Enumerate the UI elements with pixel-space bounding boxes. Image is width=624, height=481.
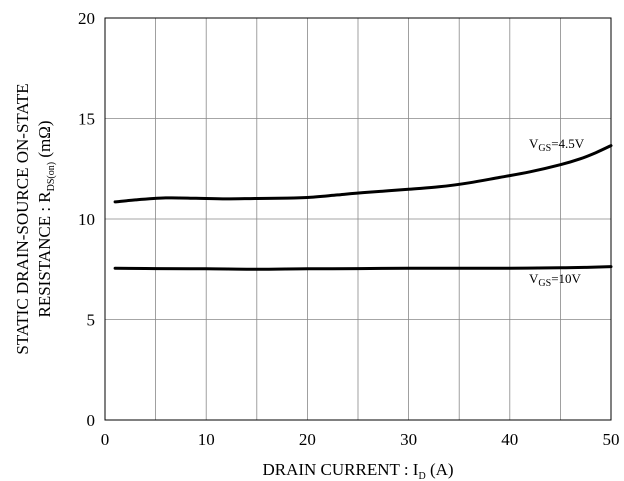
x-tick-label: 10	[198, 430, 215, 449]
series-label-vgs-4-5v: VGS=4.5V	[529, 136, 585, 154]
y-tick-label: 10	[78, 210, 95, 229]
y-axis-title-2: RESISTANCE : RDS(on) (mΩ)	[35, 120, 57, 317]
x-tick-label: 50	[603, 430, 620, 449]
y-tick-label: 15	[78, 110, 95, 129]
plot-area-frame	[104, 17, 612, 421]
y-axis-title-line2: RESISTANCE : RDS(on) (mΩ)	[35, 120, 57, 317]
grid	[105, 18, 611, 420]
tick-labels: 0 10 20 30 40 50 0 5 10 15 20	[78, 9, 620, 449]
x-axis-title: DRAIN CURRENT : ID (A)	[262, 460, 453, 481]
y-tick-label: 5	[87, 311, 96, 330]
series-label-vgs-10v: VGS=10V	[529, 271, 582, 289]
y-axis-title: STATIC DRAIN-SOURCE ON-STATE	[13, 83, 32, 354]
x-tick-label: 40	[501, 430, 518, 449]
y-tick-label: 20	[78, 9, 95, 28]
x-tick-label: 20	[299, 430, 316, 449]
x-tick-label: 30	[400, 430, 417, 449]
y-tick-label: 0	[87, 411, 96, 430]
x-tick-label: 0	[101, 430, 110, 449]
y-axis-title-line1: STATIC DRAIN-SOURCE ON-STATE	[13, 83, 32, 354]
series-line-vgs-4-5v	[113, 144, 613, 204]
series-line-vgs-10v	[113, 265, 613, 271]
series-layer	[113, 144, 613, 271]
